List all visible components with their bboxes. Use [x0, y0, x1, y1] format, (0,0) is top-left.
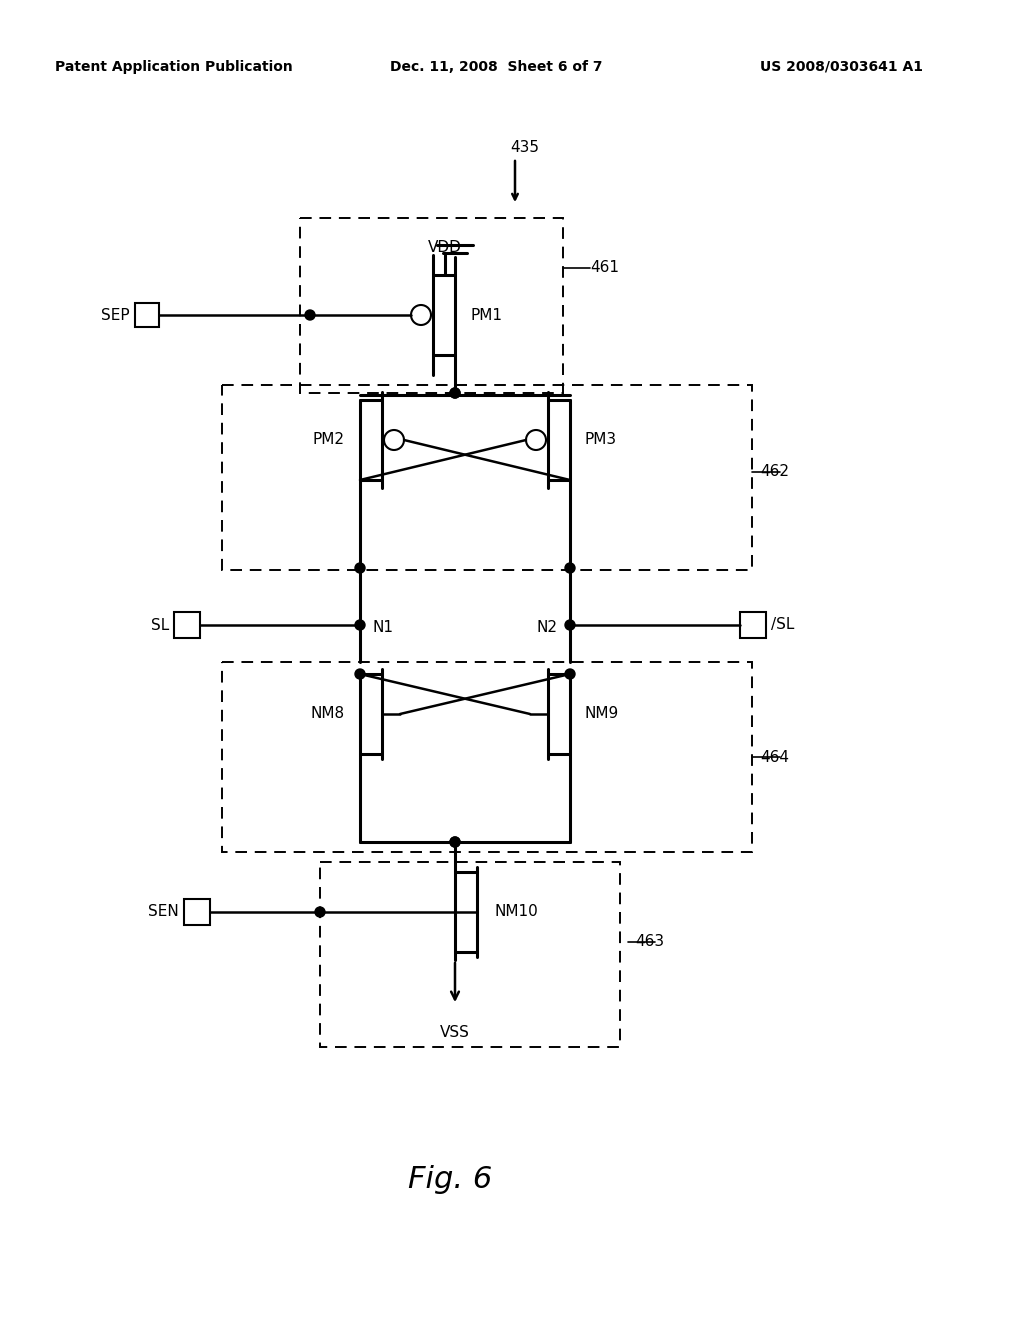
- Bar: [740, 612, 766, 638]
- Text: 461: 461: [590, 260, 618, 276]
- Text: SEP: SEP: [101, 308, 130, 322]
- Bar: [300, 218, 563, 393]
- Bar: [135, 304, 159, 327]
- Text: N2: N2: [537, 619, 558, 635]
- Text: Patent Application Publication: Patent Application Publication: [55, 59, 293, 74]
- Text: US 2008/0303641 A1: US 2008/0303641 A1: [760, 59, 923, 74]
- Circle shape: [305, 310, 315, 319]
- Text: SEN: SEN: [148, 904, 179, 920]
- Bar: [184, 899, 210, 925]
- Text: 464: 464: [760, 750, 790, 764]
- Circle shape: [565, 669, 575, 678]
- Text: VSS: VSS: [440, 1026, 470, 1040]
- Circle shape: [565, 620, 575, 630]
- Circle shape: [315, 907, 325, 917]
- Text: NM9: NM9: [585, 706, 620, 722]
- Text: NM8: NM8: [311, 706, 345, 722]
- Circle shape: [450, 388, 460, 399]
- Bar: [319, 862, 620, 1047]
- Circle shape: [355, 564, 365, 573]
- Text: 435: 435: [510, 140, 539, 156]
- Text: VDD: VDD: [428, 239, 462, 255]
- Text: Dec. 11, 2008  Sheet 6 of 7: Dec. 11, 2008 Sheet 6 of 7: [390, 59, 602, 74]
- Circle shape: [450, 837, 460, 847]
- Text: PM3: PM3: [585, 433, 617, 447]
- Bar: [222, 385, 752, 570]
- Text: NM10: NM10: [495, 904, 539, 920]
- Text: N1: N1: [372, 619, 393, 635]
- Text: Fig. 6: Fig. 6: [408, 1166, 493, 1195]
- Circle shape: [355, 620, 365, 630]
- Bar: [174, 612, 200, 638]
- Text: PM2: PM2: [313, 433, 345, 447]
- Circle shape: [565, 564, 575, 573]
- Bar: [222, 663, 752, 851]
- Text: PM1: PM1: [470, 308, 502, 322]
- Text: 463: 463: [635, 935, 665, 949]
- Text: /SL: /SL: [771, 618, 795, 632]
- Circle shape: [355, 669, 365, 678]
- Text: 462: 462: [760, 465, 790, 479]
- Circle shape: [450, 837, 460, 847]
- Text: SL: SL: [151, 618, 169, 632]
- Circle shape: [450, 388, 460, 399]
